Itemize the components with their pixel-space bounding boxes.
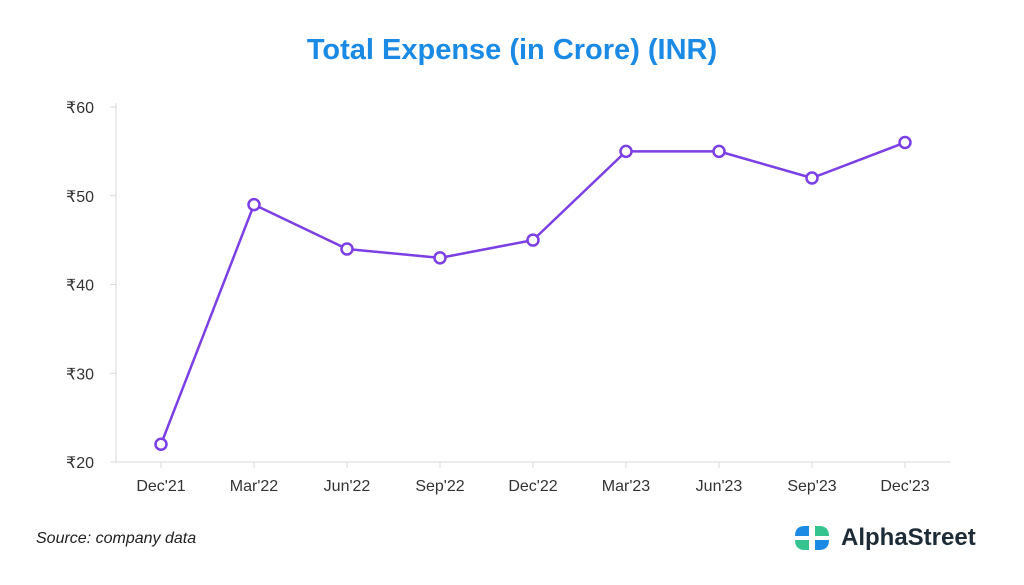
x-tick-label: Dec'23 [880,478,929,495]
data-point [526,233,540,247]
data-point [433,251,447,265]
y-tick-label: ₹40 [66,278,94,295]
series-line [159,141,906,445]
source-note: Source: company data [36,530,197,547]
x-tick-label: Sep'22 [415,478,464,495]
y-tick-label: ₹60 [66,100,94,117]
x-tick-label: Dec'21 [136,478,185,495]
chart-series [154,135,912,451]
x-tick-label: Mar'23 [602,478,651,495]
brand-name: AlphaStreet [841,524,976,551]
x-tick-label: Mar'22 [230,478,279,495]
data-point [712,144,726,159]
y-tick-label: ₹30 [66,366,94,383]
data-point [340,242,354,256]
data-point [247,197,261,212]
x-tick-label: Sep'23 [787,478,836,495]
x-tick-label: Dec'22 [508,478,557,495]
data-point [805,171,819,185]
brand-logo: AlphaStreet [793,524,976,552]
data-point [154,437,168,451]
x-tick-label: Jun'22 [324,478,371,495]
y-tick-label: ₹50 [66,189,94,206]
y-tick-label: ₹20 [66,455,94,472]
x-tick-label: Jun'23 [696,478,743,495]
alphastreet-logo-icon [795,526,829,550]
data-point [898,135,912,150]
data-point [619,144,633,159]
chart-title: Total Expense (in Crore) (INR) [306,34,718,66]
chart-axes: ₹20 ₹30 ₹40 ₹50 ₹60 Dec'21 Mar'22 Jun'22 Sep'22 D… [66,100,950,495]
